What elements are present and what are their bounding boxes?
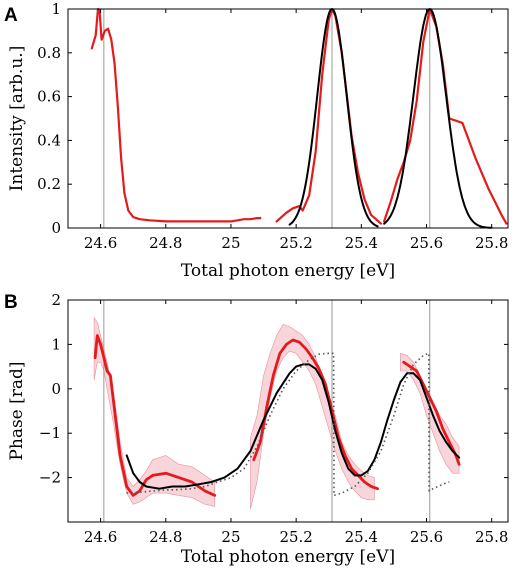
series-line	[93, 334, 217, 497]
panel-a-y-axis-label: Intensity [arb.u.]	[7, 46, 27, 192]
panel-a-series	[90, 7, 508, 229]
y-tick-label: 1	[51, 335, 61, 353]
dotted-series-line	[126, 352, 450, 497]
y-tick-label: 0.2	[37, 175, 61, 193]
series-line	[275, 7, 382, 225]
y-tick-label: −2	[39, 469, 61, 487]
x-tick-label: 25.2	[279, 234, 312, 252]
panel-a-frame	[67, 8, 509, 229]
y-tick-label: 0	[51, 219, 61, 237]
series-line	[288, 8, 379, 228]
panel-a-x-axis-label: Total photon energy [eV]	[181, 261, 395, 281]
panel-b-y-ticks: −2 −1 0 1 2	[39, 291, 508, 487]
x-tick-label: 25.4	[345, 234, 378, 252]
x-tick-label: 25.6	[410, 528, 443, 546]
series-line	[402, 360, 461, 466]
x-tick-label: 25.4	[345, 528, 378, 546]
x-tick-label: 24.6	[84, 528, 117, 546]
x-tick-label: 25	[221, 234, 240, 252]
y-tick-label: 0.6	[37, 88, 61, 106]
x-tick-label: 25.8	[475, 234, 508, 252]
y-tick-label: 1	[51, 0, 61, 18]
x-tick-label: 25	[221, 528, 240, 546]
x-tick-label: 25.8	[475, 528, 508, 546]
confidence-band	[93, 316, 215, 507]
x-tick-label: 25.6	[410, 234, 443, 252]
panel-b-series	[93, 334, 461, 497]
x-tick-label: 24.8	[149, 234, 182, 252]
panel-b-y-axis-label: Phase [rad]	[7, 361, 27, 460]
panel-b-frame	[67, 299, 509, 523]
series-line	[90, 7, 262, 223]
panel-a-label: A	[4, 5, 18, 26]
panel-a-x-ticks: 24.6 24.8 25 25.2 25.4 25.6 25.8	[84, 9, 508, 252]
y-tick-label: 0.4	[37, 131, 61, 149]
series-line	[383, 8, 493, 229]
panel-a-y-ticks: 0 0.2 0.4 0.6 0.8 1	[37, 0, 508, 237]
series-line	[125, 363, 461, 490]
y-tick-label: 0	[51, 380, 61, 398]
series-line	[252, 338, 379, 491]
panel-b-x-ticks: 24.6 24.8 25 25.2 25.4 25.6 25.8	[84, 300, 508, 546]
panel-b-label: B	[4, 292, 18, 313]
x-tick-label: 25.2	[279, 528, 312, 546]
panel-b-bands	[93, 316, 460, 509]
panel-a-vlines	[103, 9, 431, 228]
series-line	[383, 7, 508, 225]
panel-b: B 24.6 24.8 25 25.2 25.4 25.6 25.8 −2 −1 0 1 2 Tot…	[4, 291, 509, 567]
x-tick-label: 24.8	[149, 528, 182, 546]
y-tick-label: −1	[39, 424, 61, 442]
panel-b-x-axis-label: Total photon energy [eV]	[181, 547, 395, 567]
confidence-band	[250, 324, 375, 509]
panel-a: A 24.6 24.8 25 25.2 25.4 25.6 25.8 00.20.40.60…	[4, 0, 509, 281]
x-tick-label: 24.6	[84, 234, 117, 252]
y-tick-label: 2	[51, 291, 61, 309]
y-tick-label: 0.8	[37, 44, 61, 62]
